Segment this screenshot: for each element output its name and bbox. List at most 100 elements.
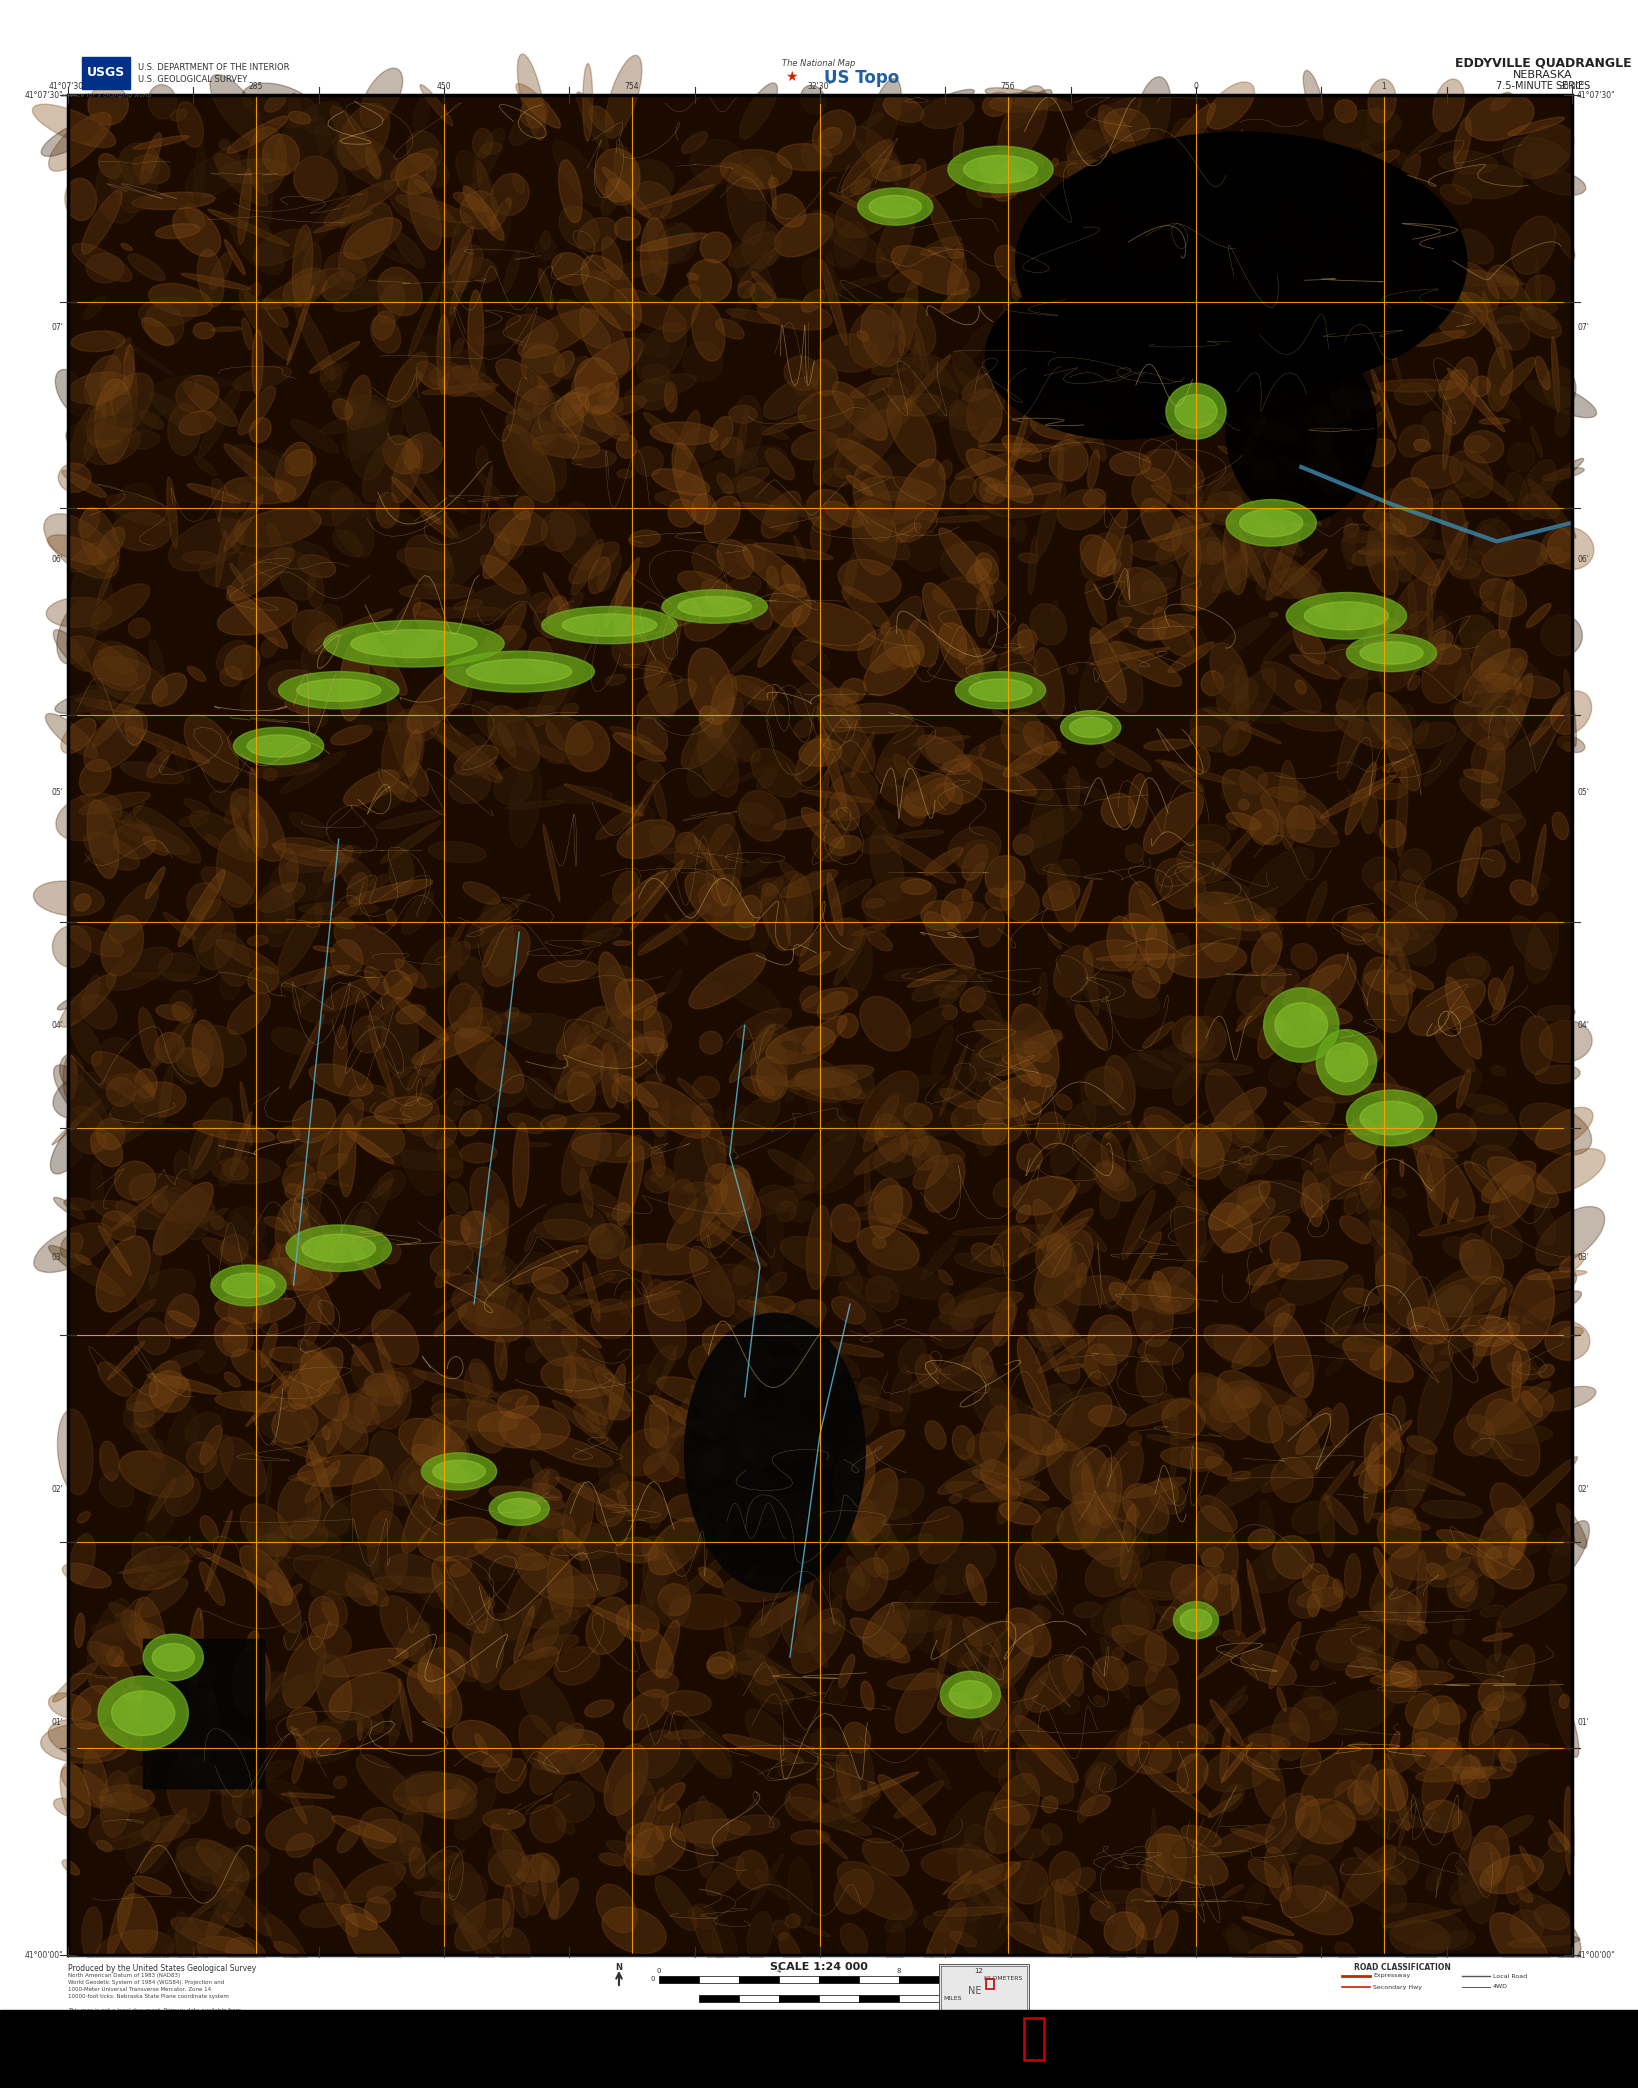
Ellipse shape (272, 844, 354, 862)
Ellipse shape (649, 846, 703, 854)
Ellipse shape (708, 1528, 737, 1562)
Ellipse shape (264, 1672, 287, 1693)
Ellipse shape (1135, 1923, 1147, 1961)
Ellipse shape (326, 1386, 378, 1455)
Ellipse shape (575, 357, 619, 413)
Ellipse shape (508, 1514, 575, 1556)
Ellipse shape (613, 628, 647, 668)
Ellipse shape (793, 637, 830, 670)
Ellipse shape (637, 1670, 678, 1698)
Ellipse shape (858, 628, 909, 672)
Text: Produced by the United States Geological Survey: Produced by the United States Geological… (69, 1965, 256, 1973)
Ellipse shape (613, 733, 667, 762)
Ellipse shape (1391, 1662, 1417, 1687)
Ellipse shape (354, 990, 369, 1009)
Ellipse shape (1286, 1355, 1319, 1420)
Ellipse shape (475, 1105, 493, 1130)
Ellipse shape (1324, 109, 1400, 146)
Ellipse shape (531, 1804, 565, 1844)
Ellipse shape (1382, 1668, 1417, 1704)
Ellipse shape (1500, 1737, 1514, 1771)
Ellipse shape (1147, 1827, 1186, 1896)
Ellipse shape (812, 111, 855, 157)
Ellipse shape (618, 1146, 644, 1226)
Ellipse shape (881, 785, 924, 810)
Ellipse shape (313, 610, 393, 645)
Ellipse shape (1237, 1153, 1265, 1169)
Ellipse shape (652, 1146, 665, 1176)
Ellipse shape (893, 1213, 929, 1234)
Ellipse shape (1353, 1848, 1382, 1873)
Ellipse shape (146, 867, 165, 898)
Ellipse shape (475, 447, 488, 472)
Ellipse shape (644, 1405, 668, 1447)
Ellipse shape (1360, 274, 1384, 340)
Ellipse shape (1016, 132, 1466, 393)
Ellipse shape (1448, 1572, 1494, 1610)
Ellipse shape (739, 84, 778, 140)
Ellipse shape (177, 1687, 218, 1771)
Ellipse shape (1510, 917, 1551, 969)
Ellipse shape (924, 1155, 965, 1213)
Ellipse shape (1335, 1614, 1378, 1624)
Ellipse shape (310, 1063, 373, 1096)
Text: USGS: USGS (87, 67, 124, 79)
Ellipse shape (1263, 969, 1299, 996)
Ellipse shape (1066, 129, 1107, 171)
Ellipse shape (1268, 1140, 1299, 1159)
Ellipse shape (572, 338, 644, 395)
Ellipse shape (1111, 347, 1143, 399)
Ellipse shape (1558, 737, 1586, 752)
Ellipse shape (1266, 1794, 1305, 1854)
Ellipse shape (1215, 823, 1260, 875)
Ellipse shape (518, 1142, 550, 1146)
Ellipse shape (1279, 468, 1330, 528)
Ellipse shape (708, 971, 721, 981)
Ellipse shape (1450, 693, 1518, 714)
Ellipse shape (889, 1368, 911, 1426)
Ellipse shape (655, 491, 711, 509)
Ellipse shape (1450, 451, 1492, 497)
Ellipse shape (1281, 493, 1322, 524)
Ellipse shape (1183, 129, 1207, 140)
Ellipse shape (1340, 1858, 1407, 1913)
Ellipse shape (847, 1276, 891, 1303)
Ellipse shape (1263, 988, 1338, 1063)
Ellipse shape (1477, 691, 1518, 735)
Ellipse shape (1171, 420, 1219, 434)
Ellipse shape (478, 894, 531, 933)
Ellipse shape (205, 1510, 233, 1591)
Ellipse shape (436, 1270, 449, 1288)
Ellipse shape (223, 1771, 242, 1829)
Text: 41°07'30": 41°07'30" (49, 1959, 87, 1969)
Ellipse shape (183, 551, 219, 564)
Ellipse shape (1446, 956, 1491, 988)
Ellipse shape (924, 848, 963, 875)
Ellipse shape (994, 244, 1025, 280)
Ellipse shape (668, 1180, 696, 1224)
Ellipse shape (110, 883, 159, 944)
Ellipse shape (1138, 1052, 1173, 1071)
Ellipse shape (93, 645, 151, 691)
Ellipse shape (414, 180, 432, 192)
Ellipse shape (1006, 407, 1030, 482)
Ellipse shape (1006, 1096, 1030, 1134)
Ellipse shape (1392, 1606, 1404, 1658)
Ellipse shape (462, 735, 490, 777)
Ellipse shape (1029, 1384, 1073, 1447)
Ellipse shape (1269, 198, 1312, 253)
Ellipse shape (1035, 1234, 1071, 1278)
Ellipse shape (1210, 643, 1248, 704)
Ellipse shape (1081, 1796, 1111, 1817)
Ellipse shape (922, 583, 966, 658)
Ellipse shape (247, 1522, 260, 1545)
Ellipse shape (614, 1073, 658, 1107)
Ellipse shape (991, 165, 1022, 200)
Text: 03': 03' (1577, 1253, 1589, 1261)
Ellipse shape (1500, 357, 1535, 395)
Ellipse shape (1115, 1560, 1142, 1589)
Ellipse shape (785, 1783, 822, 1821)
Ellipse shape (796, 384, 839, 395)
Ellipse shape (621, 802, 655, 821)
Ellipse shape (1016, 1205, 1030, 1224)
